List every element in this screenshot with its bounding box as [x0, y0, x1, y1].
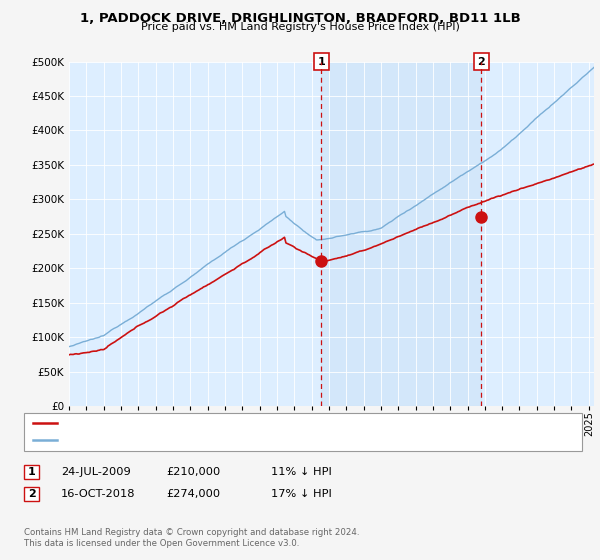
- Text: £274,000: £274,000: [166, 489, 220, 499]
- Text: Contains HM Land Registry data © Crown copyright and database right 2024.
This d: Contains HM Land Registry data © Crown c…: [24, 528, 359, 548]
- Text: 24-JUL-2009: 24-JUL-2009: [61, 466, 131, 477]
- Text: £210,000: £210,000: [166, 466, 220, 477]
- Text: 11% ↓ HPI: 11% ↓ HPI: [271, 466, 332, 477]
- Text: 1, PADDOCK DRIVE, DRIGHLINGTON, BRADFORD, BD11 1LB (detached house): 1, PADDOCK DRIVE, DRIGHLINGTON, BRADFORD…: [61, 418, 449, 428]
- Text: 1, PADDOCK DRIVE, DRIGHLINGTON, BRADFORD, BD11 1LB: 1, PADDOCK DRIVE, DRIGHLINGTON, BRADFORD…: [80, 12, 520, 25]
- Text: 2: 2: [28, 489, 35, 499]
- Text: Price paid vs. HM Land Registry's House Price Index (HPI): Price paid vs. HM Land Registry's House …: [140, 22, 460, 32]
- Text: 2: 2: [478, 57, 485, 67]
- Bar: [321, 62, 481, 406]
- Text: 1: 1: [317, 57, 325, 67]
- Text: 16-OCT-2018: 16-OCT-2018: [61, 489, 136, 499]
- Text: 1: 1: [28, 466, 35, 477]
- Text: 17% ↓ HPI: 17% ↓ HPI: [271, 489, 332, 499]
- Text: HPI: Average price, detached house, Leeds: HPI: Average price, detached house, Leed…: [61, 435, 275, 445]
